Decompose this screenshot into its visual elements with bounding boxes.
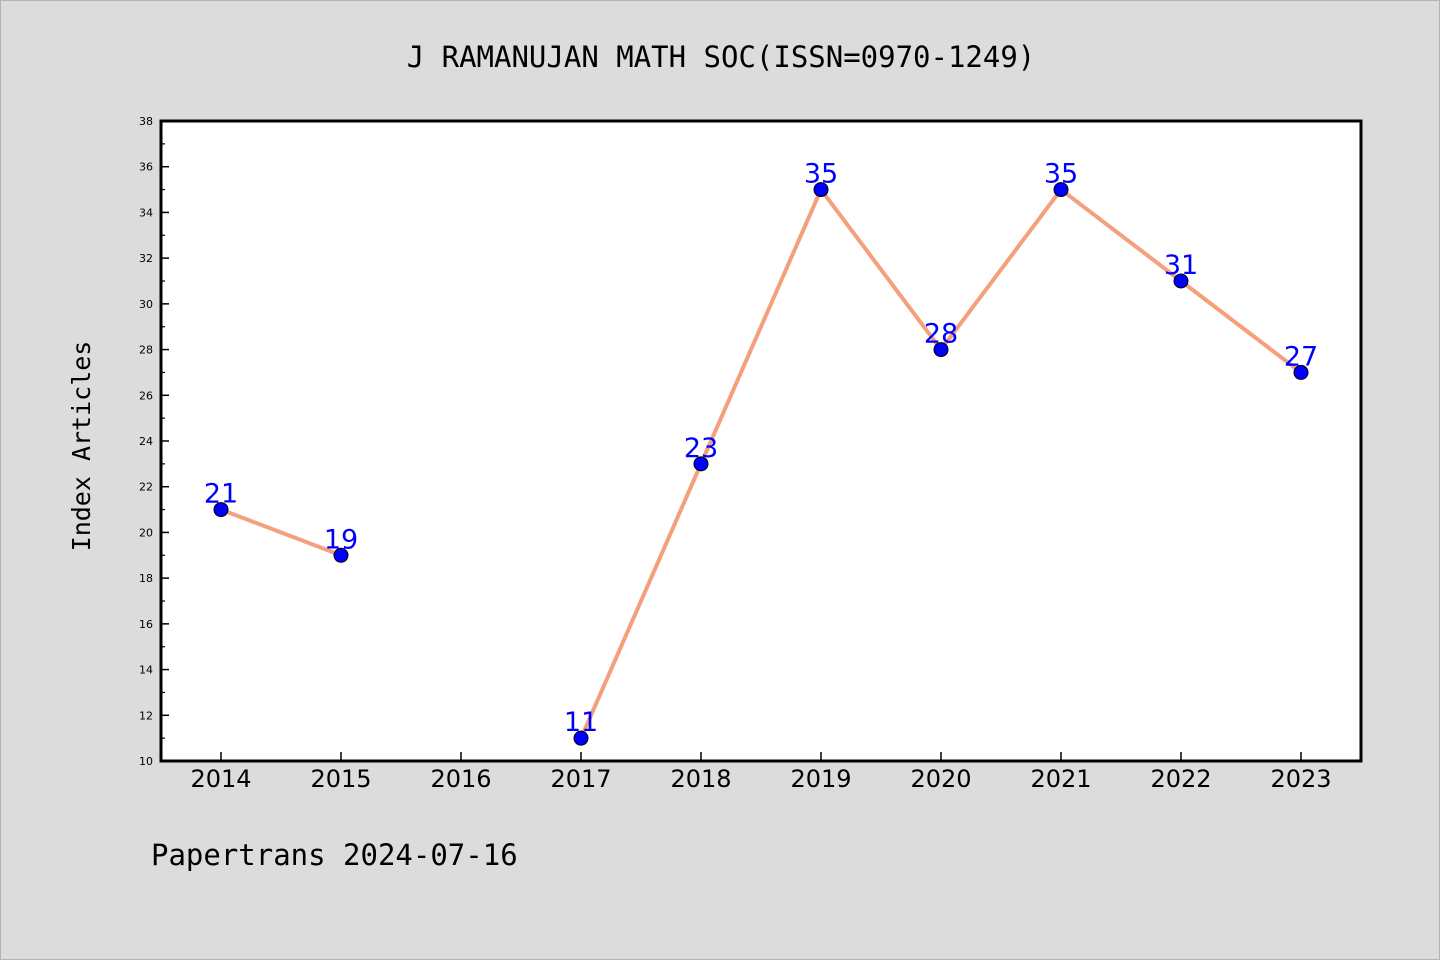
data-label: 27	[1284, 341, 1318, 372]
y-tick-label: 10	[139, 755, 153, 768]
y-tick-label: 32	[139, 252, 153, 265]
x-tick-label: 2014	[190, 765, 251, 793]
series-markers	[213, 182, 1309, 746]
x-tick-label: 2017	[550, 765, 611, 793]
data-point	[693, 456, 709, 472]
y-tick-label: 20	[139, 526, 153, 539]
plot-area	[159, 119, 1363, 763]
y-tick-label: 22	[139, 481, 153, 494]
data-label: 35	[1044, 159, 1078, 190]
data-point	[813, 182, 829, 198]
data-label: 28	[924, 319, 958, 350]
data-label: 19	[324, 524, 358, 555]
line-segment	[579, 461, 703, 741]
y-axis-ticks: 10 12 14 16 18 20 22 24 26 28 30 32 34 36 38	[139, 115, 169, 768]
line-segment	[1179, 279, 1303, 375]
y-tick-label: 30	[139, 298, 153, 311]
y-tick-label: 38	[139, 115, 153, 128]
y-axis-label: Index Articles	[67, 341, 96, 552]
y-tick-label: 26	[139, 389, 153, 402]
data-label: 21	[204, 479, 238, 510]
x-tick-label: 2023	[1270, 765, 1331, 793]
data-point	[1293, 364, 1309, 380]
x-tick-label: 2016	[430, 765, 491, 793]
x-tick-label: 2019	[790, 765, 851, 793]
data-point	[333, 547, 349, 563]
line-segment	[1059, 187, 1183, 283]
x-tick-label: 2018	[670, 765, 731, 793]
x-tick-label: 2022	[1150, 765, 1211, 793]
y-tick-label: 24	[139, 435, 153, 448]
data-labels: 21 19 11 23 35 28 35 31 27	[204, 159, 1318, 739]
y-tick-label: 12	[139, 709, 153, 722]
x-tick-label: 2021	[1030, 765, 1091, 793]
x-axis-ticks: 2014 2015 2016 2017 2018 2019 2020 2021 2022 2023	[190, 752, 1332, 793]
y-tick-label: 34	[139, 206, 153, 219]
footer-note: Papertrans 2024-07-16	[151, 838, 518, 872]
line-segment	[219, 507, 343, 558]
data-point	[1053, 182, 1069, 198]
data-label: 31	[1164, 250, 1198, 281]
line-segment	[699, 187, 823, 466]
x-tick-label: 2015	[310, 765, 371, 793]
y-tick-label: 36	[139, 161, 153, 174]
y-tick-label: 16	[139, 618, 153, 631]
data-point	[573, 730, 589, 746]
data-point	[933, 342, 949, 358]
chart-title: J RAMANUJAN MATH SOC(ISSN=0970-1249)	[407, 40, 1036, 74]
data-label: 35	[804, 159, 838, 190]
data-label: 11	[564, 707, 598, 738]
x-tick-label: 2020	[910, 765, 971, 793]
data-point	[213, 502, 229, 518]
line-segment	[939, 187, 1063, 352]
line-segment	[819, 187, 943, 352]
y-tick-label: 28	[139, 344, 153, 357]
data-point	[1173, 273, 1189, 289]
y-tick-label: 14	[139, 664, 153, 677]
data-label: 23	[684, 433, 718, 464]
y-tick-label: 18	[139, 572, 153, 585]
series-line	[219, 187, 1303, 741]
